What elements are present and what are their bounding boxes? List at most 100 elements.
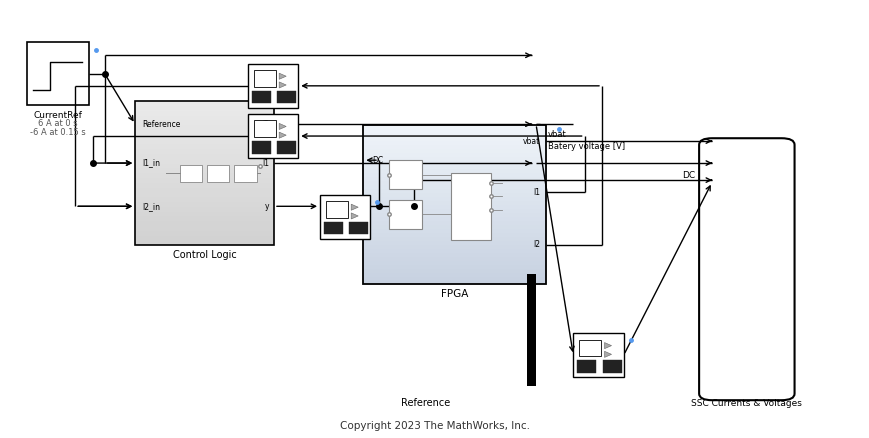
Text: I2: I2 — [534, 240, 541, 249]
Bar — [363, 193, 546, 197]
Text: I1_in: I1_in — [143, 159, 160, 168]
Bar — [136, 221, 274, 226]
Bar — [363, 253, 546, 257]
Bar — [363, 229, 546, 233]
Bar — [363, 249, 546, 253]
Bar — [363, 280, 546, 285]
Bar — [527, 275, 536, 386]
Bar — [577, 360, 596, 373]
Bar — [252, 91, 271, 103]
Bar — [363, 209, 546, 213]
Bar — [136, 192, 274, 197]
Bar — [136, 154, 274, 159]
Bar — [363, 181, 546, 185]
Text: I1: I1 — [262, 159, 269, 168]
Bar — [136, 216, 274, 221]
Bar — [254, 120, 276, 137]
Bar — [363, 245, 546, 249]
Bar — [277, 91, 296, 103]
Bar — [136, 226, 274, 231]
Bar — [136, 101, 274, 245]
Bar — [580, 339, 601, 356]
Bar — [136, 240, 274, 245]
Polygon shape — [605, 351, 612, 357]
Bar — [363, 197, 546, 201]
Bar — [363, 272, 546, 276]
Bar — [27, 42, 90, 106]
Bar — [363, 149, 546, 153]
Bar — [363, 237, 546, 240]
Bar — [363, 145, 546, 149]
Bar — [136, 149, 274, 154]
Bar — [363, 173, 546, 177]
Bar — [136, 207, 274, 212]
Text: SSC Currents & Voltages: SSC Currents & Voltages — [692, 399, 802, 408]
Bar — [324, 222, 343, 234]
Polygon shape — [279, 73, 286, 79]
Polygon shape — [351, 204, 358, 210]
Bar — [363, 153, 546, 157]
Bar — [136, 183, 274, 187]
Bar — [349, 222, 368, 234]
Bar — [136, 187, 274, 192]
Bar — [363, 177, 546, 181]
Bar — [136, 202, 274, 207]
Text: vbat: vbat — [523, 137, 541, 145]
Bar — [363, 185, 546, 189]
Bar — [363, 165, 546, 169]
Bar — [248, 114, 298, 158]
Bar — [136, 140, 274, 145]
Bar — [363, 169, 546, 173]
Bar — [363, 233, 546, 237]
Text: Control Logic: Control Logic — [173, 250, 236, 260]
Text: 6 A at 0 s: 6 A at 0 s — [38, 119, 77, 128]
Bar — [136, 116, 274, 120]
Bar — [180, 165, 202, 182]
Text: Copyright 2023 The MathWorks, Inc.: Copyright 2023 The MathWorks, Inc. — [340, 421, 529, 431]
Bar — [363, 189, 546, 193]
Text: -6 A at 0.15 s: -6 A at 0.15 s — [30, 128, 86, 137]
Bar — [363, 221, 546, 225]
Bar — [363, 205, 546, 209]
Bar — [136, 212, 274, 216]
Text: I2: I2 — [262, 120, 269, 129]
Bar — [363, 225, 546, 229]
Bar — [326, 201, 348, 218]
Bar — [363, 157, 546, 161]
Bar — [388, 160, 421, 189]
Text: vbat: vbat — [548, 130, 567, 139]
Polygon shape — [279, 82, 286, 88]
Bar — [136, 197, 274, 202]
Bar — [363, 240, 546, 245]
Bar — [363, 268, 546, 272]
Bar — [136, 135, 274, 140]
Bar — [320, 195, 370, 239]
Bar — [252, 141, 271, 153]
Text: FPGA: FPGA — [441, 289, 468, 299]
Bar — [136, 101, 274, 106]
Bar — [363, 261, 546, 265]
Bar — [574, 333, 624, 377]
Bar — [363, 276, 546, 280]
Bar — [363, 265, 546, 268]
Bar — [363, 201, 546, 205]
Bar — [136, 106, 274, 111]
Text: Reference: Reference — [143, 120, 181, 129]
Bar — [136, 125, 274, 130]
Bar — [136, 178, 274, 183]
Polygon shape — [279, 132, 286, 138]
Bar — [363, 129, 546, 133]
Bar — [363, 161, 546, 165]
FancyBboxPatch shape — [700, 138, 794, 400]
Bar — [235, 165, 256, 182]
Bar — [363, 257, 546, 261]
Bar — [136, 163, 274, 168]
Text: y: y — [264, 202, 269, 211]
Bar — [136, 168, 274, 173]
Bar — [254, 70, 276, 87]
Bar — [136, 159, 274, 163]
Text: CurrentRef: CurrentRef — [34, 110, 83, 120]
Bar — [207, 165, 229, 182]
Bar — [363, 137, 546, 141]
Bar — [277, 141, 296, 153]
